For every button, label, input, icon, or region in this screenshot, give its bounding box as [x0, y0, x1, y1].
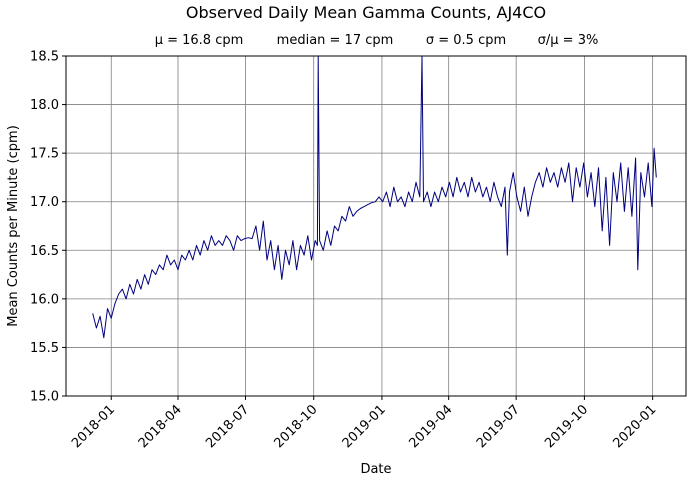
series-layer [92, 55, 657, 339]
y-axis: 15.0 15.5 16.0 16.5 17.0 17.5 18.0 18.5 [30, 50, 66, 405]
x-tick-label: 2018-07 [203, 402, 252, 451]
series-line [92, 55, 657, 339]
y-tick-label: 16.0 [30, 292, 59, 307]
subtitle-sigma: σ = 0.5 cpm [426, 33, 506, 48]
x-axis: 2018-01 2018-04 2018-07 2018-10 2019-01 2019-… [69, 396, 659, 451]
y-axis-label: Mean Counts per Minute (cpm) [6, 125, 21, 327]
x-tick-label: 2019-07 [474, 402, 523, 451]
y-tick-label: 15.0 [30, 390, 59, 405]
x-tick-label: 2019-10 [542, 402, 591, 451]
chart-subtitle: μ = 16.8 cpm median = 17 cpm σ = 0.5 cpm… [155, 33, 599, 48]
y-tick-label: 17.5 [30, 147, 59, 162]
plot-frame [65, 55, 687, 397]
y-tick-label: 17.0 [30, 195, 59, 210]
y-tick-label: 18.0 [30, 98, 59, 113]
x-tick-label: 2018-10 [272, 402, 321, 451]
subtitle-cv: σ/μ = 3% [538, 33, 599, 48]
x-tick-label: 2019-01 [340, 402, 389, 451]
chart-title: Observed Daily Mean Gamma Counts, AJ4CO [186, 3, 546, 22]
subtitle-median: median = 17 cpm [277, 33, 394, 48]
subtitle-mean: μ = 16.8 cpm [155, 33, 244, 48]
x-tick-label: 2018-04 [136, 402, 185, 451]
y-tick-label: 16.5 [30, 244, 59, 259]
y-tick-label: 18.5 [30, 50, 59, 65]
grid [66, 55, 686, 397]
y-tick-label: 15.5 [30, 341, 59, 356]
x-tick-label: 2019-04 [406, 402, 455, 451]
x-tick-label: 2020-01 [610, 402, 659, 451]
x-tick-label: 2018-01 [69, 402, 118, 451]
x-axis-label: Date [360, 462, 391, 477]
